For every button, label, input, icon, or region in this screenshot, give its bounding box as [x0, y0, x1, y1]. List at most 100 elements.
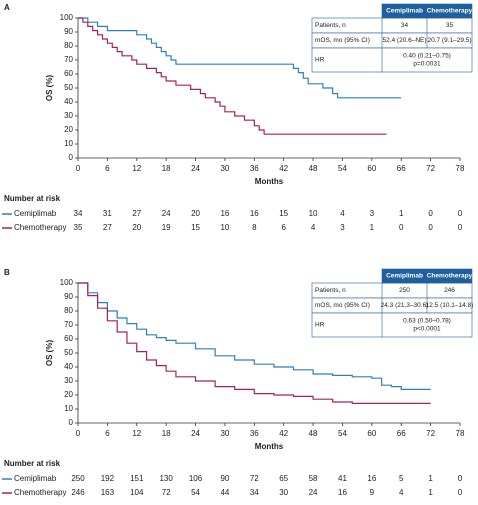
- table-row-label: HR: [315, 322, 325, 329]
- at-risk-count: 1: [399, 209, 404, 218]
- at-risk-count: 44: [220, 488, 229, 497]
- x-tick-label: 30: [220, 429, 229, 438]
- at-risk-count: 1: [428, 474, 433, 483]
- y-tick-label: 30: [64, 376, 73, 385]
- y-tick-label: 60: [64, 334, 73, 343]
- y-tick-label: 60: [64, 69, 73, 78]
- table-header: Chemotherapy: [427, 8, 473, 15]
- at-risk-count: 34: [250, 488, 259, 497]
- table-cell: 246: [444, 287, 455, 294]
- at-risk-count: 16: [338, 488, 347, 497]
- x-tick-label: 0: [76, 429, 81, 438]
- at-risk-count: 4: [311, 223, 316, 232]
- at-risk-count: 72: [162, 488, 171, 497]
- table-border: [381, 3, 473, 19]
- table-cell: 250: [399, 287, 410, 294]
- table-cell: 24.3 (21.3–30.6): [381, 302, 429, 309]
- at-risk-count: 54: [191, 488, 200, 497]
- table-row-label: Patients, n: [315, 22, 346, 29]
- y-tick-label: 50: [64, 83, 73, 92]
- x-tick-label: 36: [250, 164, 259, 173]
- at-risk-count: 9: [370, 488, 375, 497]
- table-row-label: HR: [315, 57, 325, 64]
- x-tick-label: 18: [162, 164, 171, 173]
- survival-curve: [78, 282, 431, 404]
- y-tick-label: 20: [64, 390, 73, 399]
- y-tick-label: 50: [64, 348, 73, 357]
- table-cell: 52.4 (20.6–NE): [382, 37, 426, 44]
- at-risk-count: 58: [309, 474, 318, 483]
- at-risk-count: 16: [220, 209, 229, 218]
- at-risk-count: 27: [103, 223, 112, 232]
- table-header-bg: [382, 4, 472, 18]
- y-tick-label: 0: [69, 153, 74, 162]
- table-cell: 0.40 (0.21–0.75): [403, 53, 451, 60]
- at-risk-count: 4: [399, 488, 404, 497]
- panel-label: B: [4, 268, 10, 277]
- at-risk-count: 0: [399, 223, 404, 232]
- at-risk-count: 15: [191, 223, 200, 232]
- at-risk-count: 20: [132, 223, 141, 232]
- x-tick-label: 48: [309, 164, 318, 173]
- x-tick-label: 6: [105, 429, 110, 438]
- at-risk-count: 24: [162, 209, 171, 218]
- x-tick-label: 60: [367, 164, 376, 173]
- table-header: Cemiplimab: [386, 8, 423, 15]
- table-row: [311, 312, 473, 338]
- at-risk-count: 0: [458, 223, 463, 232]
- at-risk-count: 15: [279, 209, 288, 218]
- x-tick-label: 48: [309, 429, 318, 438]
- at-risk-count: 104: [130, 488, 144, 497]
- survival-curve: [78, 17, 387, 135]
- legend-label: Chemotherapy: [14, 223, 66, 232]
- x-tick-label: 42: [279, 164, 288, 173]
- x-tick-label: 18: [162, 429, 171, 438]
- panel-label: A: [4, 3, 10, 12]
- table-cell: 12.5 (10.1–14.8): [426, 302, 474, 309]
- x-tick-label: 36: [250, 429, 259, 438]
- y-tick-label: 90: [64, 292, 73, 301]
- x-tick-label: 72: [426, 429, 435, 438]
- legend-label: Chemotherapy: [14, 488, 66, 497]
- at-risk-count: 163: [101, 488, 115, 497]
- x-tick-label: 54: [338, 164, 347, 173]
- at-risk-count: 3: [370, 209, 375, 218]
- x-axis-label: Months: [255, 442, 284, 451]
- at-risk-count: 0: [428, 209, 433, 218]
- at-risk-count: 106: [189, 474, 203, 483]
- at-risk-count: 35: [74, 223, 83, 232]
- at-risk-count: 20: [191, 209, 200, 218]
- table-row-label: mOS, mo (95% CI): [315, 302, 370, 309]
- at-risk-count: 4: [340, 209, 345, 218]
- x-tick-label: 12: [132, 164, 141, 173]
- y-tick-label: 30: [64, 111, 73, 120]
- table-cell: 20.7 (9.1–29.5): [427, 37, 471, 44]
- at-risk-count: 6: [281, 223, 286, 232]
- table-cell: p=0.0031: [413, 61, 441, 68]
- x-tick-label: 24: [191, 429, 200, 438]
- survival-curve: [78, 17, 402, 99]
- table-row-label: mOS, mo (95% CI): [315, 37, 370, 44]
- at-risk-count: 5: [399, 474, 404, 483]
- y-tick-label: 20: [64, 125, 73, 134]
- at-risk-count: 90: [220, 474, 229, 483]
- table-row-label: Patients, n: [315, 287, 346, 294]
- table-cell: 0.63 (0.50–0.78): [403, 318, 451, 325]
- at-risk-count: 10: [220, 223, 229, 232]
- table-border: [381, 268, 473, 284]
- at-risk-count: 8: [252, 223, 257, 232]
- y-tick-label: 0: [69, 418, 74, 427]
- y-axis-label: OS (%): [45, 75, 54, 102]
- table-header-bg: [382, 269, 472, 283]
- table-header: Cemiplimab: [386, 273, 423, 280]
- x-tick-label: 12: [132, 429, 141, 438]
- at-risk-count: 72: [250, 474, 259, 483]
- x-tick-label: 66: [397, 429, 406, 438]
- x-tick-label: 78: [456, 164, 465, 173]
- at-risk-count: 41: [338, 474, 347, 483]
- at-risk-count: 16: [367, 474, 376, 483]
- table-row: [311, 47, 473, 73]
- at-risk-count: 16: [250, 209, 259, 218]
- at-risk-count: 10: [309, 209, 318, 218]
- y-tick-label: 70: [64, 55, 73, 64]
